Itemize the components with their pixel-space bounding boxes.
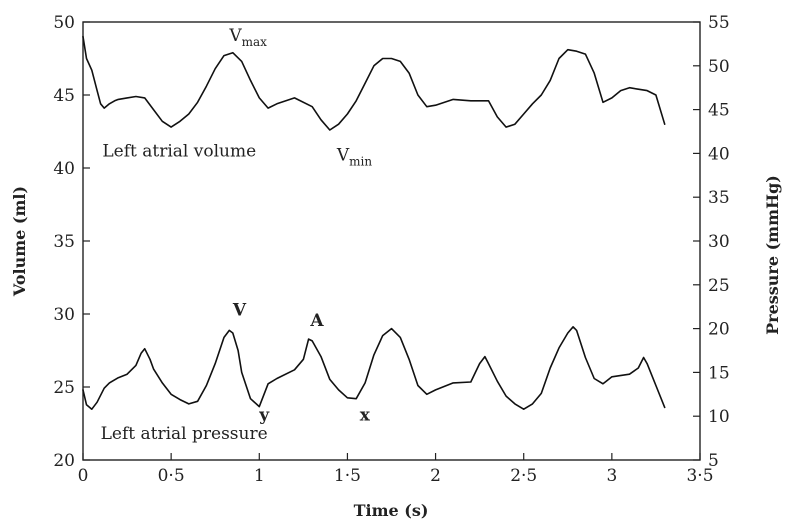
y-right-tick-label: 35 — [708, 188, 730, 208]
annotations-group: Vmax Vmin Left atrial volume V Ay x Left atria… — [101, 26, 373, 444]
y-right-tick-label: 25 — [708, 276, 730, 296]
y-axis-left: 20 25 30 35 40 45 50 — [53, 13, 90, 471]
y-right-tick-label: 40 — [708, 144, 730, 164]
x-tick-label: 2 — [430, 466, 441, 486]
annotation: Left atrial pressure — [101, 424, 268, 444]
x-axis: 0 0·5 1 1·5 2 2·5 3 3·5 — [78, 453, 714, 486]
pressure-line — [82, 326, 666, 410]
y-right-tick-label: 5 — [708, 451, 719, 471]
annotation: A — [309, 311, 324, 331]
x-tick-label: 2·5 — [510, 466, 537, 486]
y-right-tick-label: 45 — [708, 101, 730, 121]
y-left-tick-label: 50 — [53, 13, 75, 33]
annotation: x — [360, 406, 371, 426]
x-axis-label: Time (s) — [354, 501, 429, 520]
y-right-tick-label: 50 — [708, 57, 730, 77]
y-left-tick-label: 30 — [53, 305, 75, 325]
annotation: y — [258, 406, 270, 426]
annotation: Vmin — [336, 146, 372, 169]
y-axis-left-label: Volume (ml) — [10, 186, 29, 297]
annotation: Vmax — [228, 26, 267, 49]
y-right-tick-label: 55 — [708, 13, 730, 33]
x-tick-label: 1 — [254, 466, 265, 486]
y-right-tick-label: 15 — [708, 363, 730, 383]
y-left-tick-label: 40 — [53, 159, 75, 179]
annotation: Left atrial volume — [102, 141, 256, 161]
y-left-tick-label: 45 — [53, 86, 75, 106]
y-right-tick-label: 10 — [708, 407, 730, 427]
x-tick-label: 1·5 — [334, 466, 361, 486]
volume-line — [82, 35, 666, 131]
y-right-tick-label: 30 — [708, 232, 730, 252]
y-left-tick-label: 20 — [53, 451, 75, 471]
x-tick-label: 0·5 — [158, 466, 185, 486]
y-left-tick-label: 35 — [53, 232, 75, 252]
y-left-tick-label: 25 — [53, 378, 75, 398]
y-axis-right-label: Pressure (mmHg) — [763, 175, 782, 335]
series-group — [82, 35, 666, 410]
x-tick-label: 3·5 — [686, 466, 713, 486]
x-tick-label: 3 — [606, 466, 617, 486]
x-tick-label: 0 — [78, 466, 89, 486]
y-right-tick-label: 20 — [708, 320, 730, 340]
annotation: V — [232, 300, 247, 320]
plot-frame — [82, 21, 701, 461]
y-axis-right: 5 10 15 20 25 30 35 40 45 50 55 — [693, 13, 730, 471]
